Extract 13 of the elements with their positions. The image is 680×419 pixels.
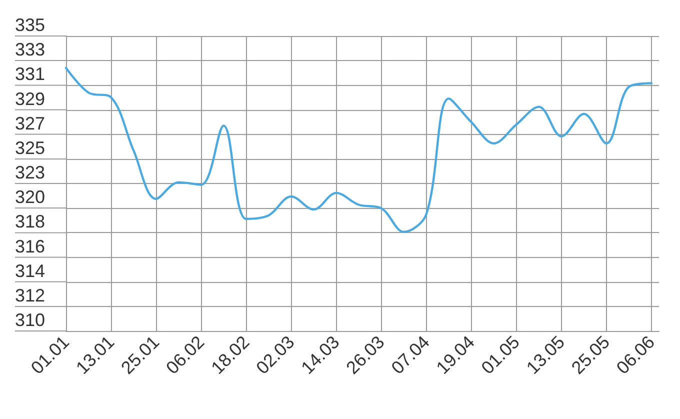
y-tick-label: 316: [15, 236, 46, 256]
y-tick-label: 327: [15, 113, 46, 134]
y-tick-label: 325: [15, 138, 46, 158]
y-tick-label: 312: [15, 285, 46, 306]
y-tick-label: 323: [15, 162, 46, 182]
y-tick-label: 314: [15, 260, 46, 281]
y-tick-label: 331: [15, 64, 46, 84]
y-tick-label: 320: [15, 187, 46, 208]
y-tick-label: 310: [15, 310, 46, 330]
y-tick-label: 335: [15, 15, 46, 35]
y-tick-label: 333: [15, 40, 46, 60]
y-tick-label: 318: [15, 212, 46, 232]
y-tick-label: 329: [15, 88, 46, 109]
